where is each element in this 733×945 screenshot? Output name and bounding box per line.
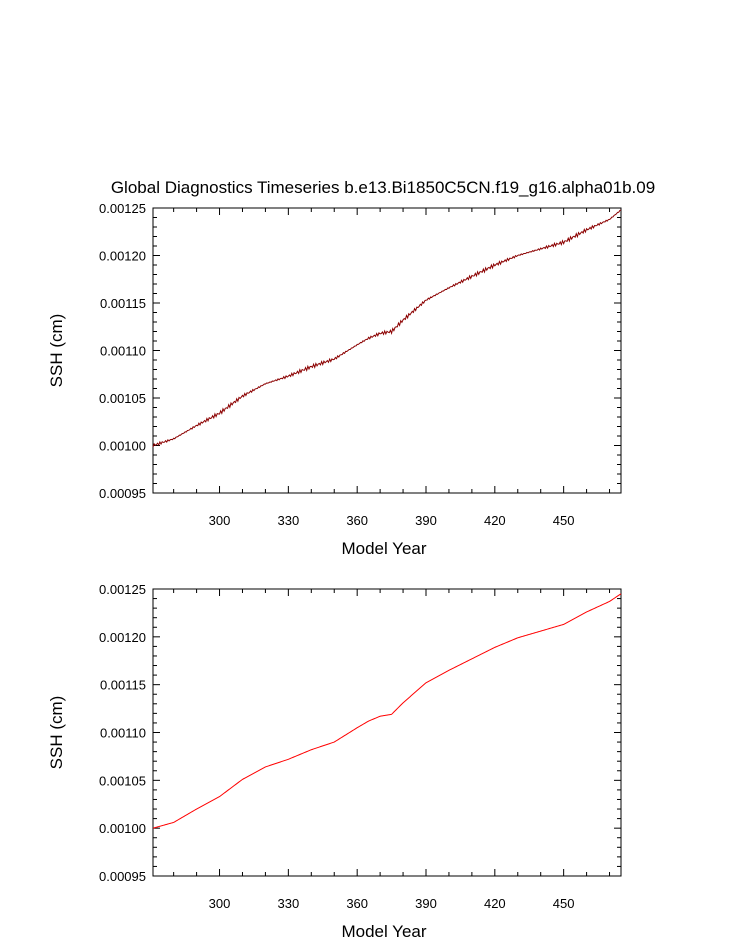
top-chart-panel: 300 330 360 390 420 450 0.00095 0.00100 0.00105 0… [47, 201, 622, 558]
y-tick-label: 0.00095 [99, 869, 146, 884]
y-tick-label: 0.00110 [100, 344, 146, 359]
series-line-ssh [152, 593, 622, 829]
y-tick-label: 0.00100 [99, 821, 146, 836]
y-tick-label: 0.00110 [100, 726, 146, 741]
x-tick-label: 360 [346, 896, 368, 911]
series-line-ssh [152, 209, 622, 448]
x-tick-label: 390 [415, 896, 437, 911]
y-tick-label: 0.00120 [99, 630, 146, 645]
x-tick-label: 300 [209, 513, 231, 528]
x-axis-label: Model Year [341, 922, 426, 941]
x-tick-label: 330 [278, 513, 300, 528]
y-tick-label: 0.00125 [99, 582, 146, 597]
y-tick-label: 0.00095 [99, 486, 146, 501]
y-tick-label: 0.00105 [99, 391, 146, 406]
y-axis-label: SSH (cm) [47, 314, 66, 388]
x-tick-label: 420 [484, 896, 506, 911]
y-tick-label: 0.00115 [100, 678, 146, 693]
bottom-chart-panel: 300 330 360 390 420 450 0.00095 0.00100 0.00105 0… [47, 582, 622, 941]
x-tick-label: 360 [346, 513, 368, 528]
y-tick-label: 0.00100 [99, 439, 146, 454]
x-tick-label: 390 [415, 513, 437, 528]
y-tick-label: 0.00115 [100, 296, 146, 311]
y-axis-label: SSH (cm) [47, 696, 66, 770]
x-tick-label: 450 [553, 896, 575, 911]
x-tick-label: 450 [553, 513, 575, 528]
y-tick-label: 0.00105 [99, 773, 146, 788]
plot-frame [152, 588, 622, 877]
y-tick-label: 0.00120 [99, 249, 146, 264]
x-axis-label: Model Year [341, 539, 426, 558]
y-tick-label: 0.00125 [99, 201, 146, 216]
plot-frame [152, 207, 622, 494]
x-tick-label: 420 [484, 513, 506, 528]
x-tick-label: 300 [209, 896, 231, 911]
x-tick-label: 330 [278, 896, 300, 911]
figure-title: Global Diagnostics Timeseries b.e13.Bi18… [111, 178, 655, 197]
